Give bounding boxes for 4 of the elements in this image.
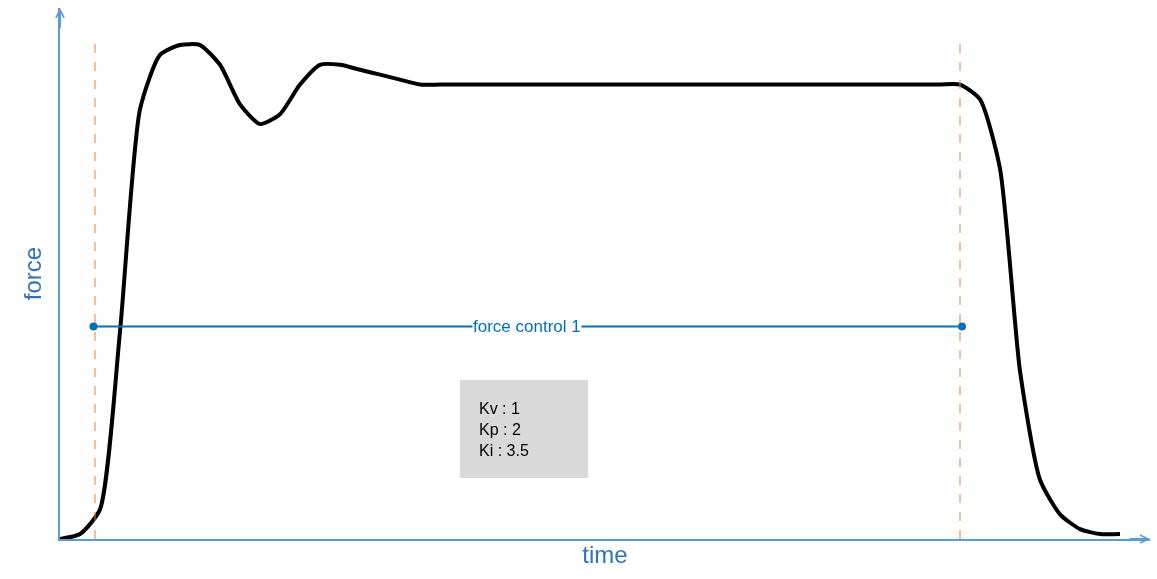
annotation: force control 1: [473, 317, 581, 336]
y-axis-title: force: [18, 246, 46, 301]
x-axis-title: time: [582, 540, 628, 568]
annotation: Kv : 1 Kp : 2 Ki : 3.5: [479, 400, 529, 459]
